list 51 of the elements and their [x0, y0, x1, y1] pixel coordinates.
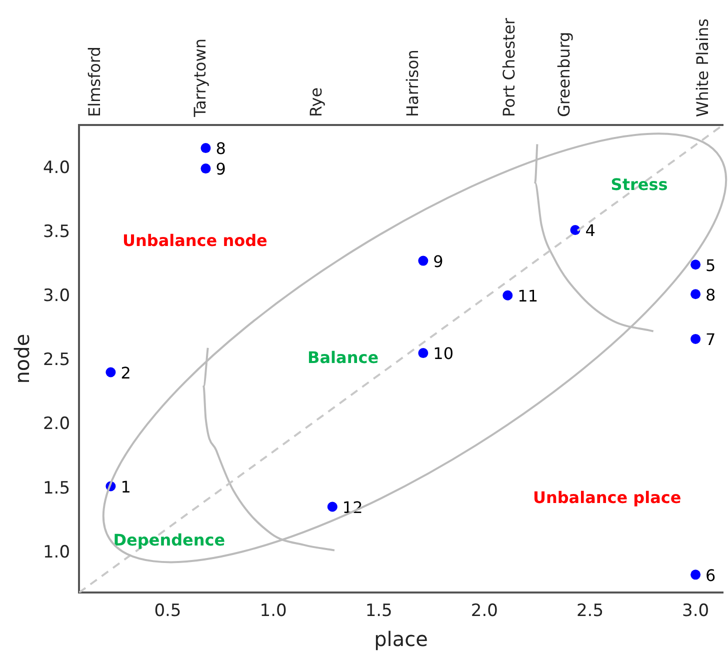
text: Harrison [403, 50, 422, 117]
point [200, 164, 211, 174]
annotation: 6 [706, 566, 716, 585]
y-tick-label: 3.0 [42, 286, 70, 306]
point [418, 256, 428, 266]
annotation: 5 [706, 256, 716, 275]
point [502, 290, 513, 300]
point [327, 502, 338, 512]
x-tick-label: 2.0 [470, 601, 498, 622]
point [418, 348, 428, 358]
point [690, 570, 701, 580]
text: White Plains [692, 18, 712, 117]
annotation: 4 [585, 221, 596, 240]
x-tick-label: 1.0 [260, 601, 287, 622]
text: Rye [306, 87, 326, 117]
y-tick-label: 2.0 [42, 414, 70, 434]
annotation: Stress [610, 174, 668, 194]
point [570, 225, 580, 236]
point [690, 260, 701, 270]
y-tick-label: 3.5 [42, 222, 70, 242]
point [200, 143, 211, 154]
annotation: 7 [706, 330, 716, 350]
annotation: Balance [308, 348, 379, 367]
y-tick-label: 1.5 [42, 478, 70, 498]
text: Tarrytown [190, 38, 210, 118]
annotation: 1 [120, 477, 131, 496]
annotation: 9 [433, 252, 444, 271]
annotation: 9 [216, 160, 226, 179]
annotation: Dependence [113, 530, 226, 550]
y-tick-label: 2.5 [42, 350, 70, 370]
text: Port Chester [500, 18, 519, 117]
x-tick-label: 3.0 [682, 601, 710, 622]
text: Elmsford [84, 46, 104, 117]
y-axis-title: node [10, 334, 34, 384]
y-tick-label: 4.0 [42, 158, 70, 178]
y-tick-label: 1.0 [42, 542, 70, 562]
x-tick-label: 2.5 [576, 601, 604, 622]
annotation: 10 [433, 344, 454, 364]
x-tick-label: 1.5 [365, 601, 392, 622]
annotation: 8 [216, 139, 226, 158]
text: Greenburg [554, 32, 574, 117]
annotation: Unbalance node [122, 231, 268, 250]
x-axis-title: place [374, 627, 428, 652]
annotation: 11 [518, 286, 538, 306]
annotation: 8 [706, 285, 716, 304]
point [106, 367, 116, 378]
annotation: Unbalance place [532, 488, 682, 508]
point [690, 289, 701, 300]
x-tick-label: 0.5 [154, 601, 182, 622]
point [690, 334, 701, 344]
annotation: 2 [120, 363, 131, 382]
